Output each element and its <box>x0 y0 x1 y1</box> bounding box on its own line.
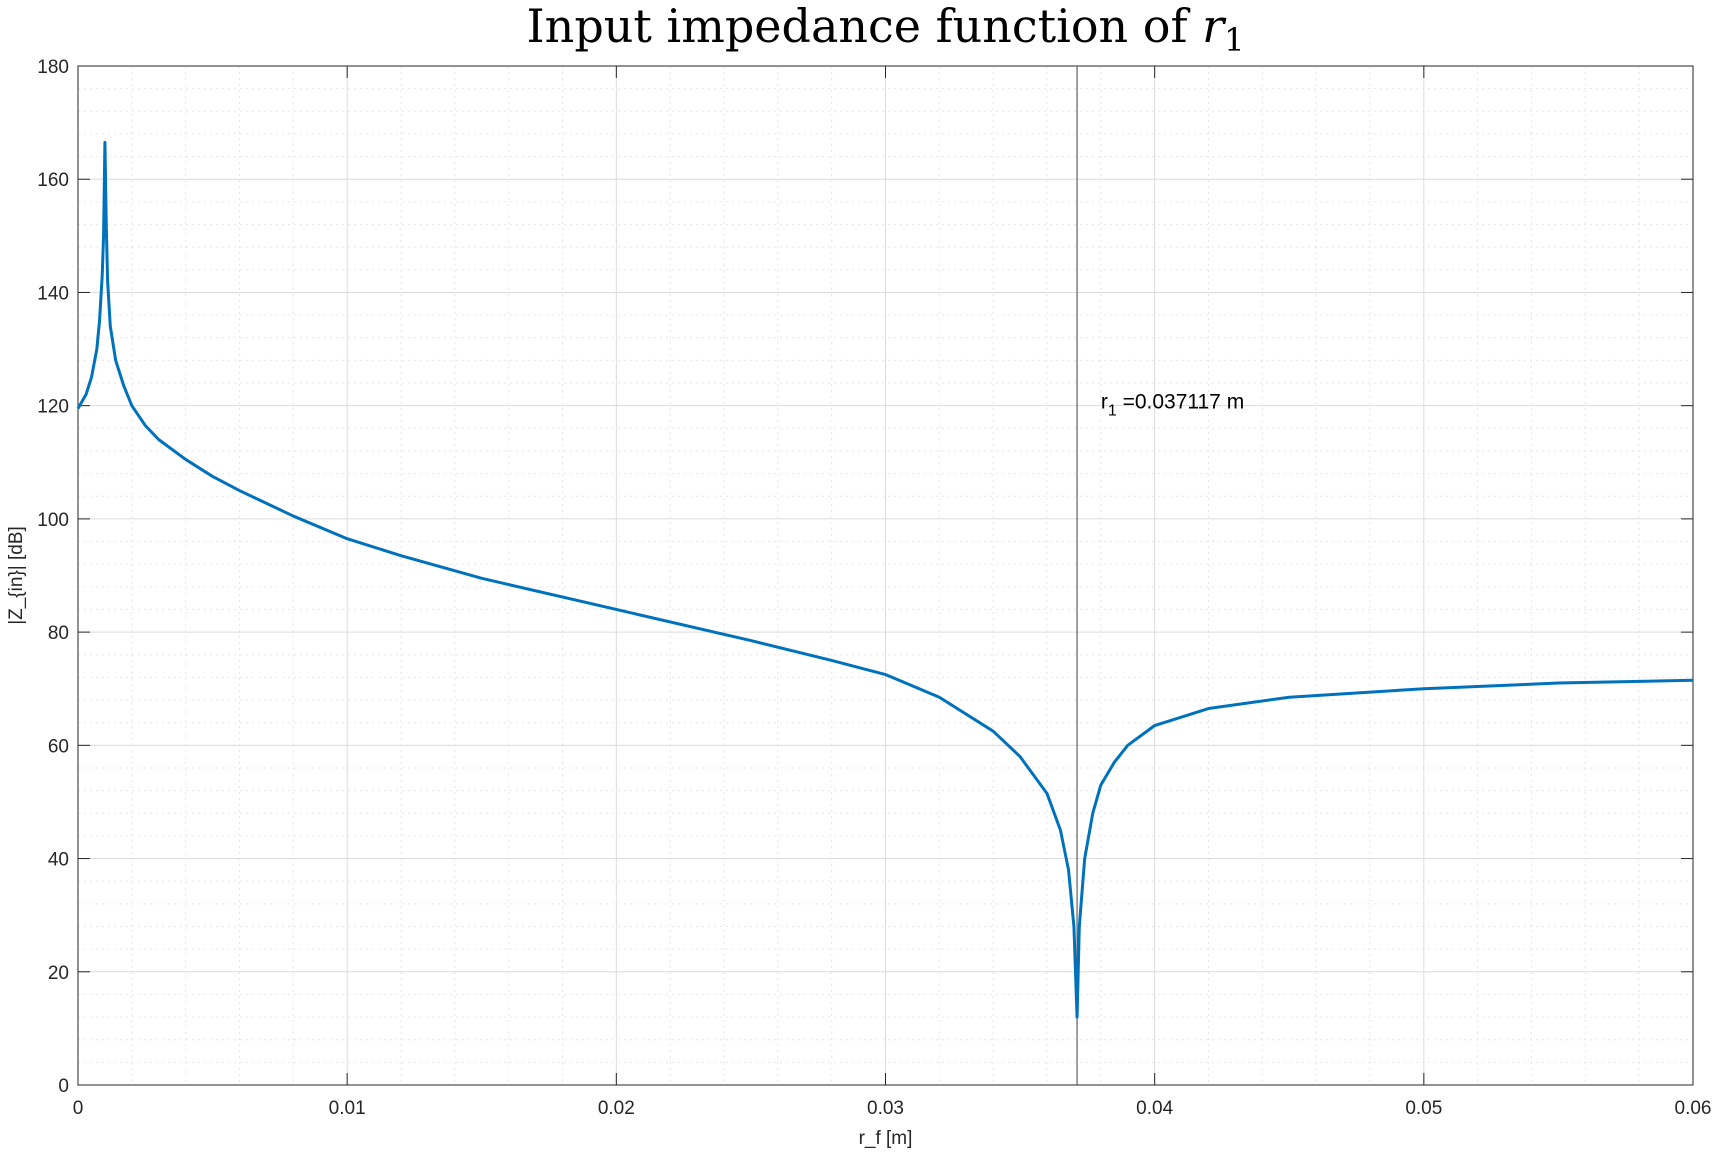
y-tick-label: 40 <box>48 850 69 871</box>
chart-title-symbol: r <box>1202 0 1227 53</box>
chart-title-subscript: 1 <box>1224 21 1244 59</box>
y-tick-label: 60 <box>48 736 69 757</box>
y-axis-label: |Z_{in}| [dB] <box>6 526 27 625</box>
x-tick-label: 0.05 <box>1405 1098 1442 1119</box>
x-tick-label: 0.02 <box>598 1098 635 1119</box>
chart-title: Input impedance function of r1 <box>527 0 1245 59</box>
annotation-symbol: r <box>1101 391 1108 414</box>
annotation-subscript: 1 <box>1108 403 1117 420</box>
x-axis-label: r_f [m] <box>859 1128 913 1149</box>
x-tick-labels: 0 0.01 0.02 0.03 0.04 0.05 0.06 <box>73 1098 1712 1119</box>
y-tick-label: 100 <box>37 510 69 531</box>
series-line-impedance <box>76 140 1694 1019</box>
y-tick-label: 140 <box>37 283 69 304</box>
x-tick-label: 0.04 <box>1136 1098 1173 1119</box>
x-tick-label: 0.01 <box>329 1098 366 1119</box>
y-tick-label: 20 <box>48 963 69 984</box>
y-tick-label: 0 <box>58 1076 69 1097</box>
annotation-value: =0.037117 m <box>1117 391 1244 414</box>
y-tick-labels: 0 20 40 60 80 100 120 140 160 180 <box>37 57 69 1097</box>
chart-title-text: Input impedance function of <box>527 0 1203 53</box>
annotation-r1: r1 =0.037117 m <box>1101 391 1244 420</box>
y-tick-label: 80 <box>48 623 69 644</box>
y-tick-label: 160 <box>37 170 69 191</box>
x-tick-label: 0.03 <box>867 1098 904 1119</box>
y-tick-label: 180 <box>37 57 69 78</box>
x-tick-label: 0 <box>73 1098 84 1119</box>
x-tick-label: 0.06 <box>1675 1098 1712 1119</box>
grid <box>78 66 1693 1085</box>
axis-ticks <box>77 65 1694 1086</box>
y-tick-label: 120 <box>37 397 69 418</box>
